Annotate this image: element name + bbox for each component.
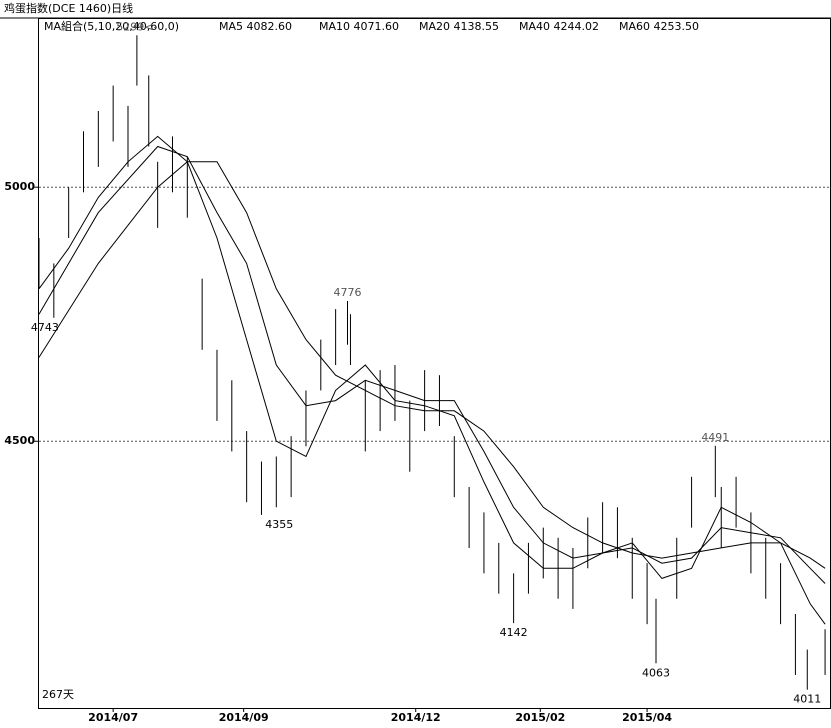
ma-legend: MA40 4244.02 bbox=[519, 20, 599, 33]
ma-legend: MA10 4071.60 bbox=[319, 20, 399, 33]
x-tick-label: 2014/07 bbox=[88, 711, 138, 724]
annotation: 4776 bbox=[333, 286, 361, 299]
annotation: 4743 bbox=[31, 321, 59, 334]
chart-title: 鸡蛋指数(DCE 1460)日线 bbox=[4, 1, 133, 15]
ma-line bbox=[38, 145, 826, 584]
ma-legend: MA60 4253.50 bbox=[619, 20, 699, 33]
y-tick-label: 5000 bbox=[4, 180, 35, 193]
x-tick-label: 2015/04 bbox=[622, 711, 672, 724]
y-tick-label: 4500 bbox=[4, 434, 35, 447]
ma-legend: MA5 4082.60 bbox=[219, 20, 292, 33]
annotation: 4063 bbox=[642, 666, 670, 679]
days-label: 267天 bbox=[42, 688, 74, 701]
ma-line bbox=[38, 161, 826, 569]
ma-legend: MA組合(5,10,20,40,60,0) bbox=[44, 19, 179, 33]
annotation: 5299<- bbox=[116, 20, 157, 33]
annotation: 4491 bbox=[701, 431, 729, 444]
annotation: 4142 bbox=[500, 626, 528, 639]
annotation: 4355 bbox=[265, 518, 293, 531]
x-tick-label: 2014/09 bbox=[219, 711, 269, 724]
annotation: 4011 bbox=[793, 693, 821, 706]
x-tick-label: 2015/02 bbox=[515, 711, 565, 724]
x-tick-label: 2014/12 bbox=[391, 711, 441, 724]
ma-legend: MA20 4138.55 bbox=[419, 20, 499, 33]
